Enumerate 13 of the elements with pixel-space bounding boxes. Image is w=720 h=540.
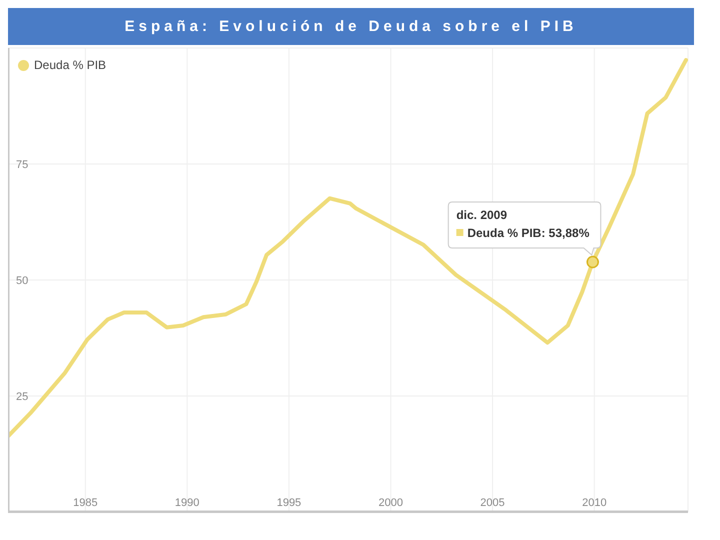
line-series [8,58,688,438]
x-tick-label: 2000 [378,497,403,509]
y-tick-label: 50 [16,275,28,287]
y-tick-label: 25 [16,391,28,403]
x-tick-label: 2005 [480,497,505,509]
x-tick-label: 1985 [73,497,98,509]
x-tick-label: 1990 [174,497,200,509]
annotation: dic. 2009 Deuda % PIB: 53,88% [456,208,590,240]
chart-title: España: Evolución de Deuda sobre el PIB [8,8,694,45]
x-tick-label: 2010 [582,497,607,509]
y-tick-label: 75 [16,159,28,171]
legend-label: Deuda % PIB [34,58,106,72]
x-tick-label: 1995 [276,497,302,509]
